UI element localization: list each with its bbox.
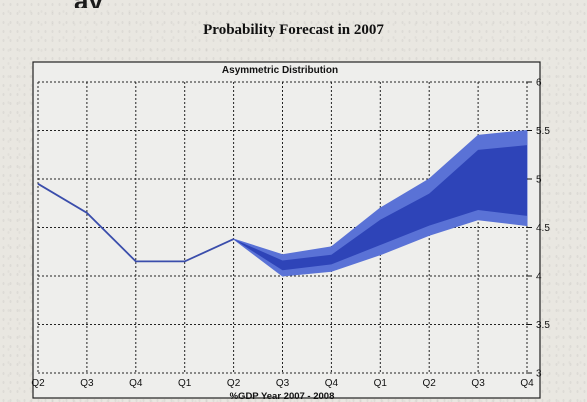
history-line-path xyxy=(37,183,234,263)
x-tick-label: Q2 xyxy=(31,378,45,389)
chart-frame xyxy=(32,61,541,399)
x-tick-label: Q4 xyxy=(129,378,143,389)
x-axis-label: %GDP Year 2007 - 2008 xyxy=(230,391,335,402)
y-tick-label: 4 xyxy=(536,272,542,283)
x-axis: Q2 Q3 Q4 Q1 Q2 Q3 Q4 Q1 Q2 Q3 Q4 xyxy=(31,378,534,389)
y-tick-label: 3 xyxy=(536,369,542,380)
x-tick-label: Q4 xyxy=(325,378,339,389)
x-tick-label: Q3 xyxy=(276,378,290,389)
x-tick-label: Q2 xyxy=(423,378,437,389)
history-line xyxy=(37,183,234,263)
page-title: Probability Forecast in 2007 xyxy=(203,22,384,38)
chart-title: Asymmetric Distribution xyxy=(222,65,338,76)
y-tick-label: 4.5 xyxy=(536,223,550,234)
y-tick-label: 5.5 xyxy=(536,126,550,137)
x-tick-label: Q2 xyxy=(227,378,241,389)
y-tick-label: 5 xyxy=(536,175,542,186)
fan-inner-band xyxy=(233,145,527,271)
page-heading-fragment: ay xyxy=(74,0,138,8)
y-tick-label: 3.5 xyxy=(536,320,550,331)
x-tick-label: Q4 xyxy=(520,378,534,389)
x-tick-label: Q1 xyxy=(374,378,388,389)
y-axis: 6 5.5 5 4.5 4 3.5 3 xyxy=(527,78,550,380)
x-tick-label: Q3 xyxy=(471,378,485,389)
x-tick-label: Q3 xyxy=(80,378,94,389)
x-tick-label: Q1 xyxy=(178,378,192,389)
y-tick-label: 6 xyxy=(536,78,542,89)
fan-band xyxy=(233,129,528,277)
